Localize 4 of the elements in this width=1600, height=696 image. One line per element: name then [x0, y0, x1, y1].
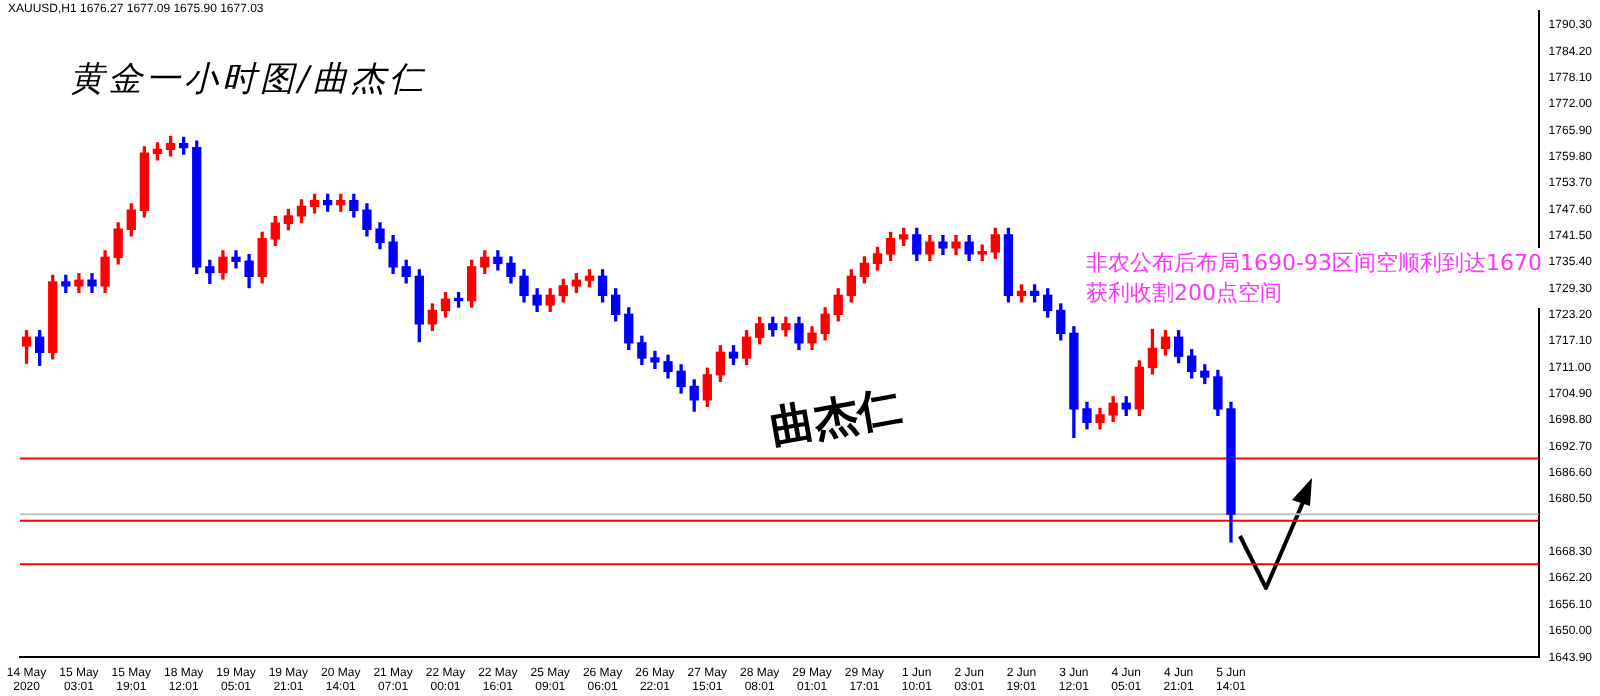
text: 黄金一小时图/曲杰仁 — [70, 58, 428, 102]
annotation: 非农公布后布局1690-93区间空顺利到达1670 — [1086, 248, 1542, 278]
annotation: 曲杰仁 — [765, 378, 907, 460]
annotation: 获利收割200点空间 — [1086, 278, 1284, 308]
